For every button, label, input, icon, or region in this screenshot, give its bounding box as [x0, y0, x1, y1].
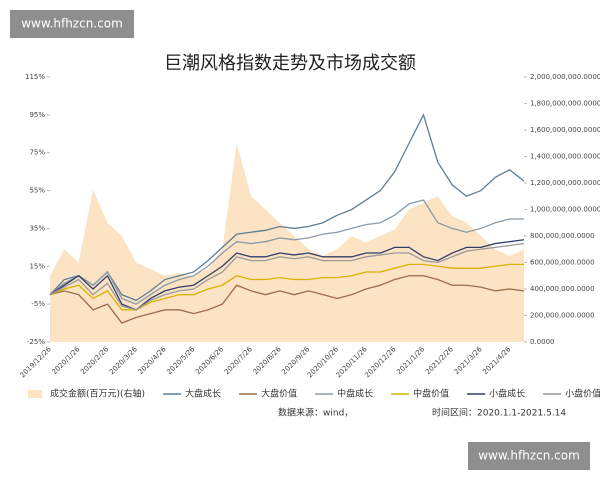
index-line	[49, 242, 525, 311]
index-line	[49, 275, 525, 324]
x-tick-label: 2020/4/26	[137, 345, 168, 376]
y2-tick-label: 200,000,000.0000	[530, 312, 595, 320]
legend-label: 中盘价值	[413, 388, 449, 400]
y-tick-label: 55%	[29, 187, 45, 195]
x-tick-label: 2020/7/26	[223, 345, 254, 376]
index-line	[49, 113, 525, 302]
x-tick-label: 2020/1/26	[51, 345, 82, 376]
legend-label: 成交金额(百万元)(右轴)	[50, 388, 145, 400]
y-tick-label: 95%	[29, 111, 45, 119]
y2-tick-label: 0.0000	[530, 338, 555, 346]
index-line	[49, 199, 524, 305]
x-tick-label: 2020/2/26	[79, 345, 110, 376]
y2-tick-label: 1,600,000,000.0000	[530, 126, 600, 134]
y-tick-label: 15%	[29, 262, 45, 270]
period: 时间区间：2020.1.1-2021.5.14	[432, 407, 566, 419]
index-line	[49, 239, 525, 311]
x-tick-label: 2020/6/26	[194, 345, 225, 376]
x-tick-label: 2020/12/26	[363, 345, 398, 380]
legend-label: 小盘价值	[565, 388, 600, 400]
x-tick-label: 2021/1/26	[395, 345, 426, 376]
y-tick-label: 115%	[25, 73, 45, 81]
site-label: www.hfhzcn.com	[21, 17, 123, 31]
y-tick-label: -5%	[31, 300, 45, 308]
x-tick-label: 2020/5/26	[165, 345, 196, 376]
legend-label: 大盘成长	[185, 388, 221, 400]
site-badge	[468, 442, 590, 470]
y2-tick-label: 400,000,000.0000	[530, 285, 595, 293]
x-tick-label: 2019/12/26	[19, 345, 54, 380]
legend-swatch	[28, 390, 42, 398]
y-tick-label: -25%	[27, 338, 45, 346]
source: 数据来源：wind，	[278, 407, 353, 419]
site-label: www.hfhzcn.com	[478, 449, 580, 463]
y2-tick-label: 800,000,000.0000	[530, 232, 595, 240]
y2-tick-label: 1,800,000,000.0000	[530, 100, 600, 108]
legend-label: 小盘成长	[489, 388, 525, 400]
y2-tick-label: 600,000,000.0000	[530, 259, 595, 267]
y2-tick-label: 1,200,000,000.0000	[530, 179, 600, 187]
x-tick-label: 2021/2/26	[424, 345, 455, 376]
y-tick-label: 35%	[29, 224, 45, 232]
y2-tick-label: 2,000,000,000.0000	[530, 73, 600, 81]
legend-label: 大盘价值	[261, 388, 297, 400]
y-tick-label: 75%	[29, 149, 45, 157]
x-tick-label: 2021/4/26	[481, 345, 512, 376]
y2-tick-label: 1,000,000,000.0000	[530, 206, 600, 214]
x-tick-label: 2020/3/26	[108, 345, 139, 376]
volume-area	[50, 143, 524, 342]
x-tick-label: 2021/3/26	[453, 345, 484, 376]
x-tick-label: 2020/8/26	[252, 345, 283, 376]
y2-tick-label: 1,400,000,000.0000	[530, 153, 600, 161]
chart-title: 巨潮风格指数走势及市场成交额	[164, 53, 416, 74]
site-badge	[10, 10, 134, 38]
legend-label: 中盘成长	[337, 388, 373, 400]
index-line	[49, 263, 524, 311]
